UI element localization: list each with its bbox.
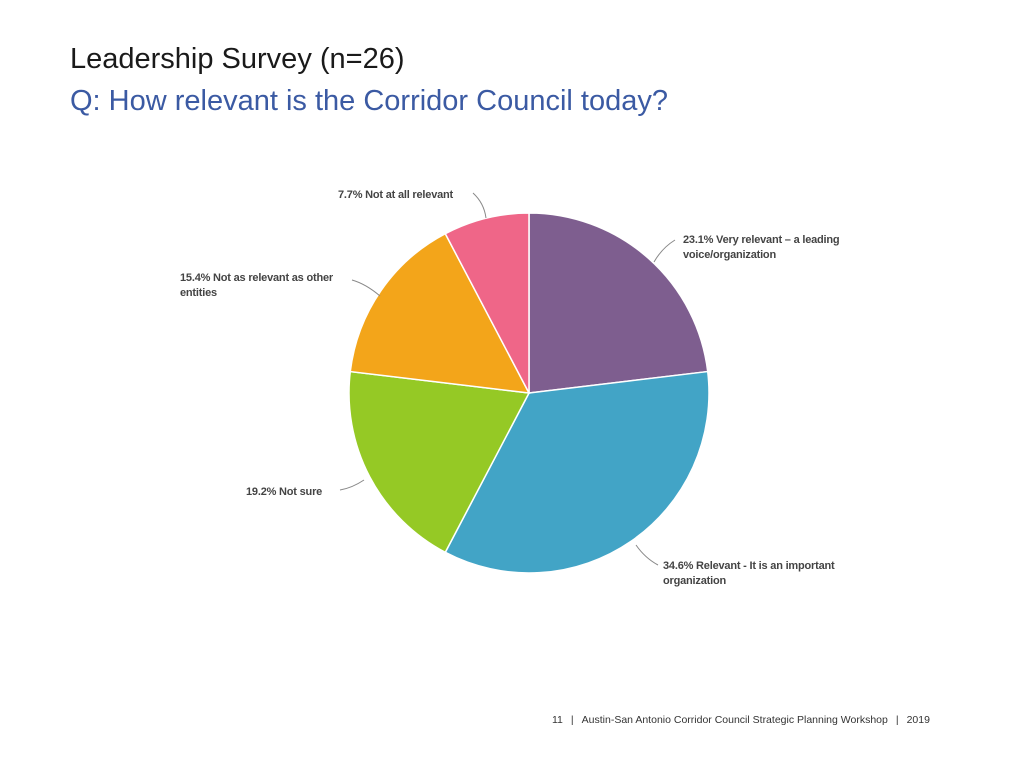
slide-title: Leadership Survey (n=26) — [70, 43, 405, 75]
slice-not-sure — [348, 370, 531, 554]
footer-separator: | — [570, 714, 574, 726]
slice-very-relevant — [528, 212, 709, 394]
slice-not-as-relevant — [349, 232, 531, 394]
leader-line-4 — [472, 192, 487, 219]
slice-relevant — [444, 370, 710, 574]
footer-year: 2019 — [906, 714, 930, 726]
leader-line-1 — [635, 544, 659, 566]
slice-label-relevant: 34.6% Relevant - It is an important orga… — [663, 560, 835, 587]
slice-label-not-as-relevant: 15.4% Not as relevant as other entities — [180, 272, 333, 299]
slide-subtitle: Q: How relevant is the Corridor Council … — [70, 85, 668, 117]
footer-page-number: 11 — [552, 714, 563, 726]
footer: 11 | Austin-San Antonio Corridor Council S… — [552, 714, 930, 726]
slice-label-very-relevant: 23.1% Very relevant – a leading voice/or… — [683, 234, 840, 261]
footer-separator-2: | — [895, 714, 899, 726]
slice-not-at-all-relevant — [444, 212, 530, 394]
footer-event: Austin-San Antonio Corridor Council Stra… — [581, 714, 888, 726]
leader-line-0 — [653, 239, 676, 263]
leader-line-2 — [339, 479, 365, 491]
slice-label-not-sure: 19.2% Not sure — [246, 486, 323, 498]
slice-label-not-at-all-relevant: 7.7% Not at all relevant — [338, 189, 454, 201]
leader-line-3 — [351, 279, 381, 297]
